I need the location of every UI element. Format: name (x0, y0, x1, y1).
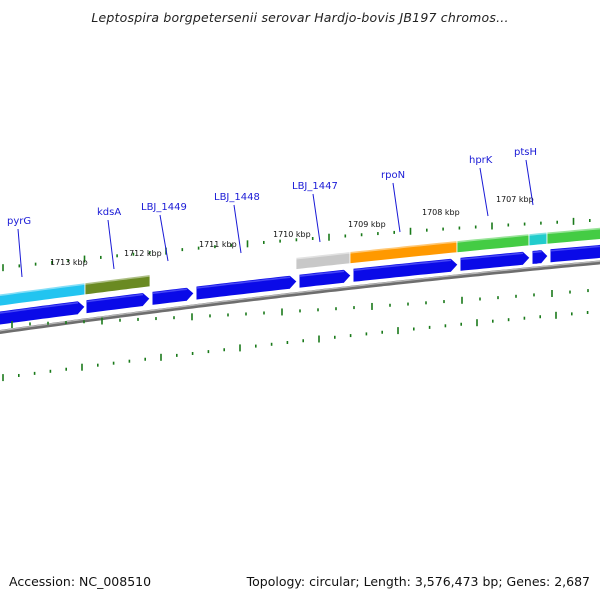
gene-label-rpon: rpoN (381, 170, 405, 181)
backbone-highlight (0, 260, 600, 332)
cds-shine (196, 276, 291, 289)
kbp-tick-label: 1710 kbp (273, 230, 311, 239)
cds-shine (0, 301, 79, 314)
cds-shine (299, 270, 345, 277)
gene-pointer (392, 182, 401, 233)
gene-pointer (159, 214, 169, 262)
feature-orange-shine (349, 240, 458, 254)
gene-label-kdsa: kdsA (97, 207, 121, 218)
feature-olive-shine (84, 274, 151, 285)
accession-label: Accession: NC_008510 (9, 574, 152, 589)
gene-pointer (233, 204, 242, 254)
map-title: Leptospira borgpetersenii serovar Hardjo… (91, 10, 509, 25)
feature-green-shine (456, 233, 530, 243)
cds-shine (353, 259, 452, 271)
kbp-tick-label: 1707 kbp (496, 195, 534, 204)
gene-pointer (107, 219, 115, 270)
gene-label-lbj-1448: LBJ_1448 (214, 192, 260, 203)
feature-green2 (546, 226, 600, 245)
cds-shine (550, 245, 600, 252)
cds-shine (152, 288, 188, 295)
gene-pointer (17, 228, 23, 278)
cds-arrow (0, 300, 86, 326)
gene-label-hprk: hprK (469, 155, 493, 166)
gene-label-lbj-1449: LBJ_1449 (141, 202, 187, 213)
kbp-tick-label: 1708 kbp (422, 208, 460, 217)
cds-arrow (459, 250, 531, 272)
kbp-tick-label: 1711 kbp (199, 240, 237, 249)
cds-shine (86, 293, 144, 303)
genome-summary: Topology: circular; Length: 3,576,473 bp… (246, 574, 590, 589)
gene-pointer (312, 193, 321, 243)
gene-label-pyrg: pyrG (7, 216, 31, 227)
kbp-tick-label: 1712 kbp (124, 249, 162, 258)
cds-arrow (151, 286, 195, 306)
cds-arrow (195, 274, 298, 301)
kbp-tick-label: 1709 kbp (348, 220, 386, 229)
feature-olive (84, 274, 151, 296)
feature-green2-shine (546, 227, 600, 235)
cds-arrow (352, 257, 459, 283)
gene-pointer (525, 159, 534, 206)
cds-shine (532, 250, 542, 254)
cds-arrow (85, 291, 151, 315)
feature-cyan-shine (0, 282, 86, 297)
cds-shine (460, 252, 524, 261)
feature-teal-shine (528, 232, 548, 236)
gene-pointer (479, 167, 489, 217)
feature-gray-shine (295, 251, 351, 260)
kbp-tick-label: 1713 kbp (50, 258, 88, 267)
gene-label-lbj-1447: LBJ_1447 (292, 181, 338, 192)
backbone-line (0, 260, 600, 335)
gene-label-ptsh: ptsH (514, 147, 537, 158)
cds-arrow (531, 249, 549, 266)
